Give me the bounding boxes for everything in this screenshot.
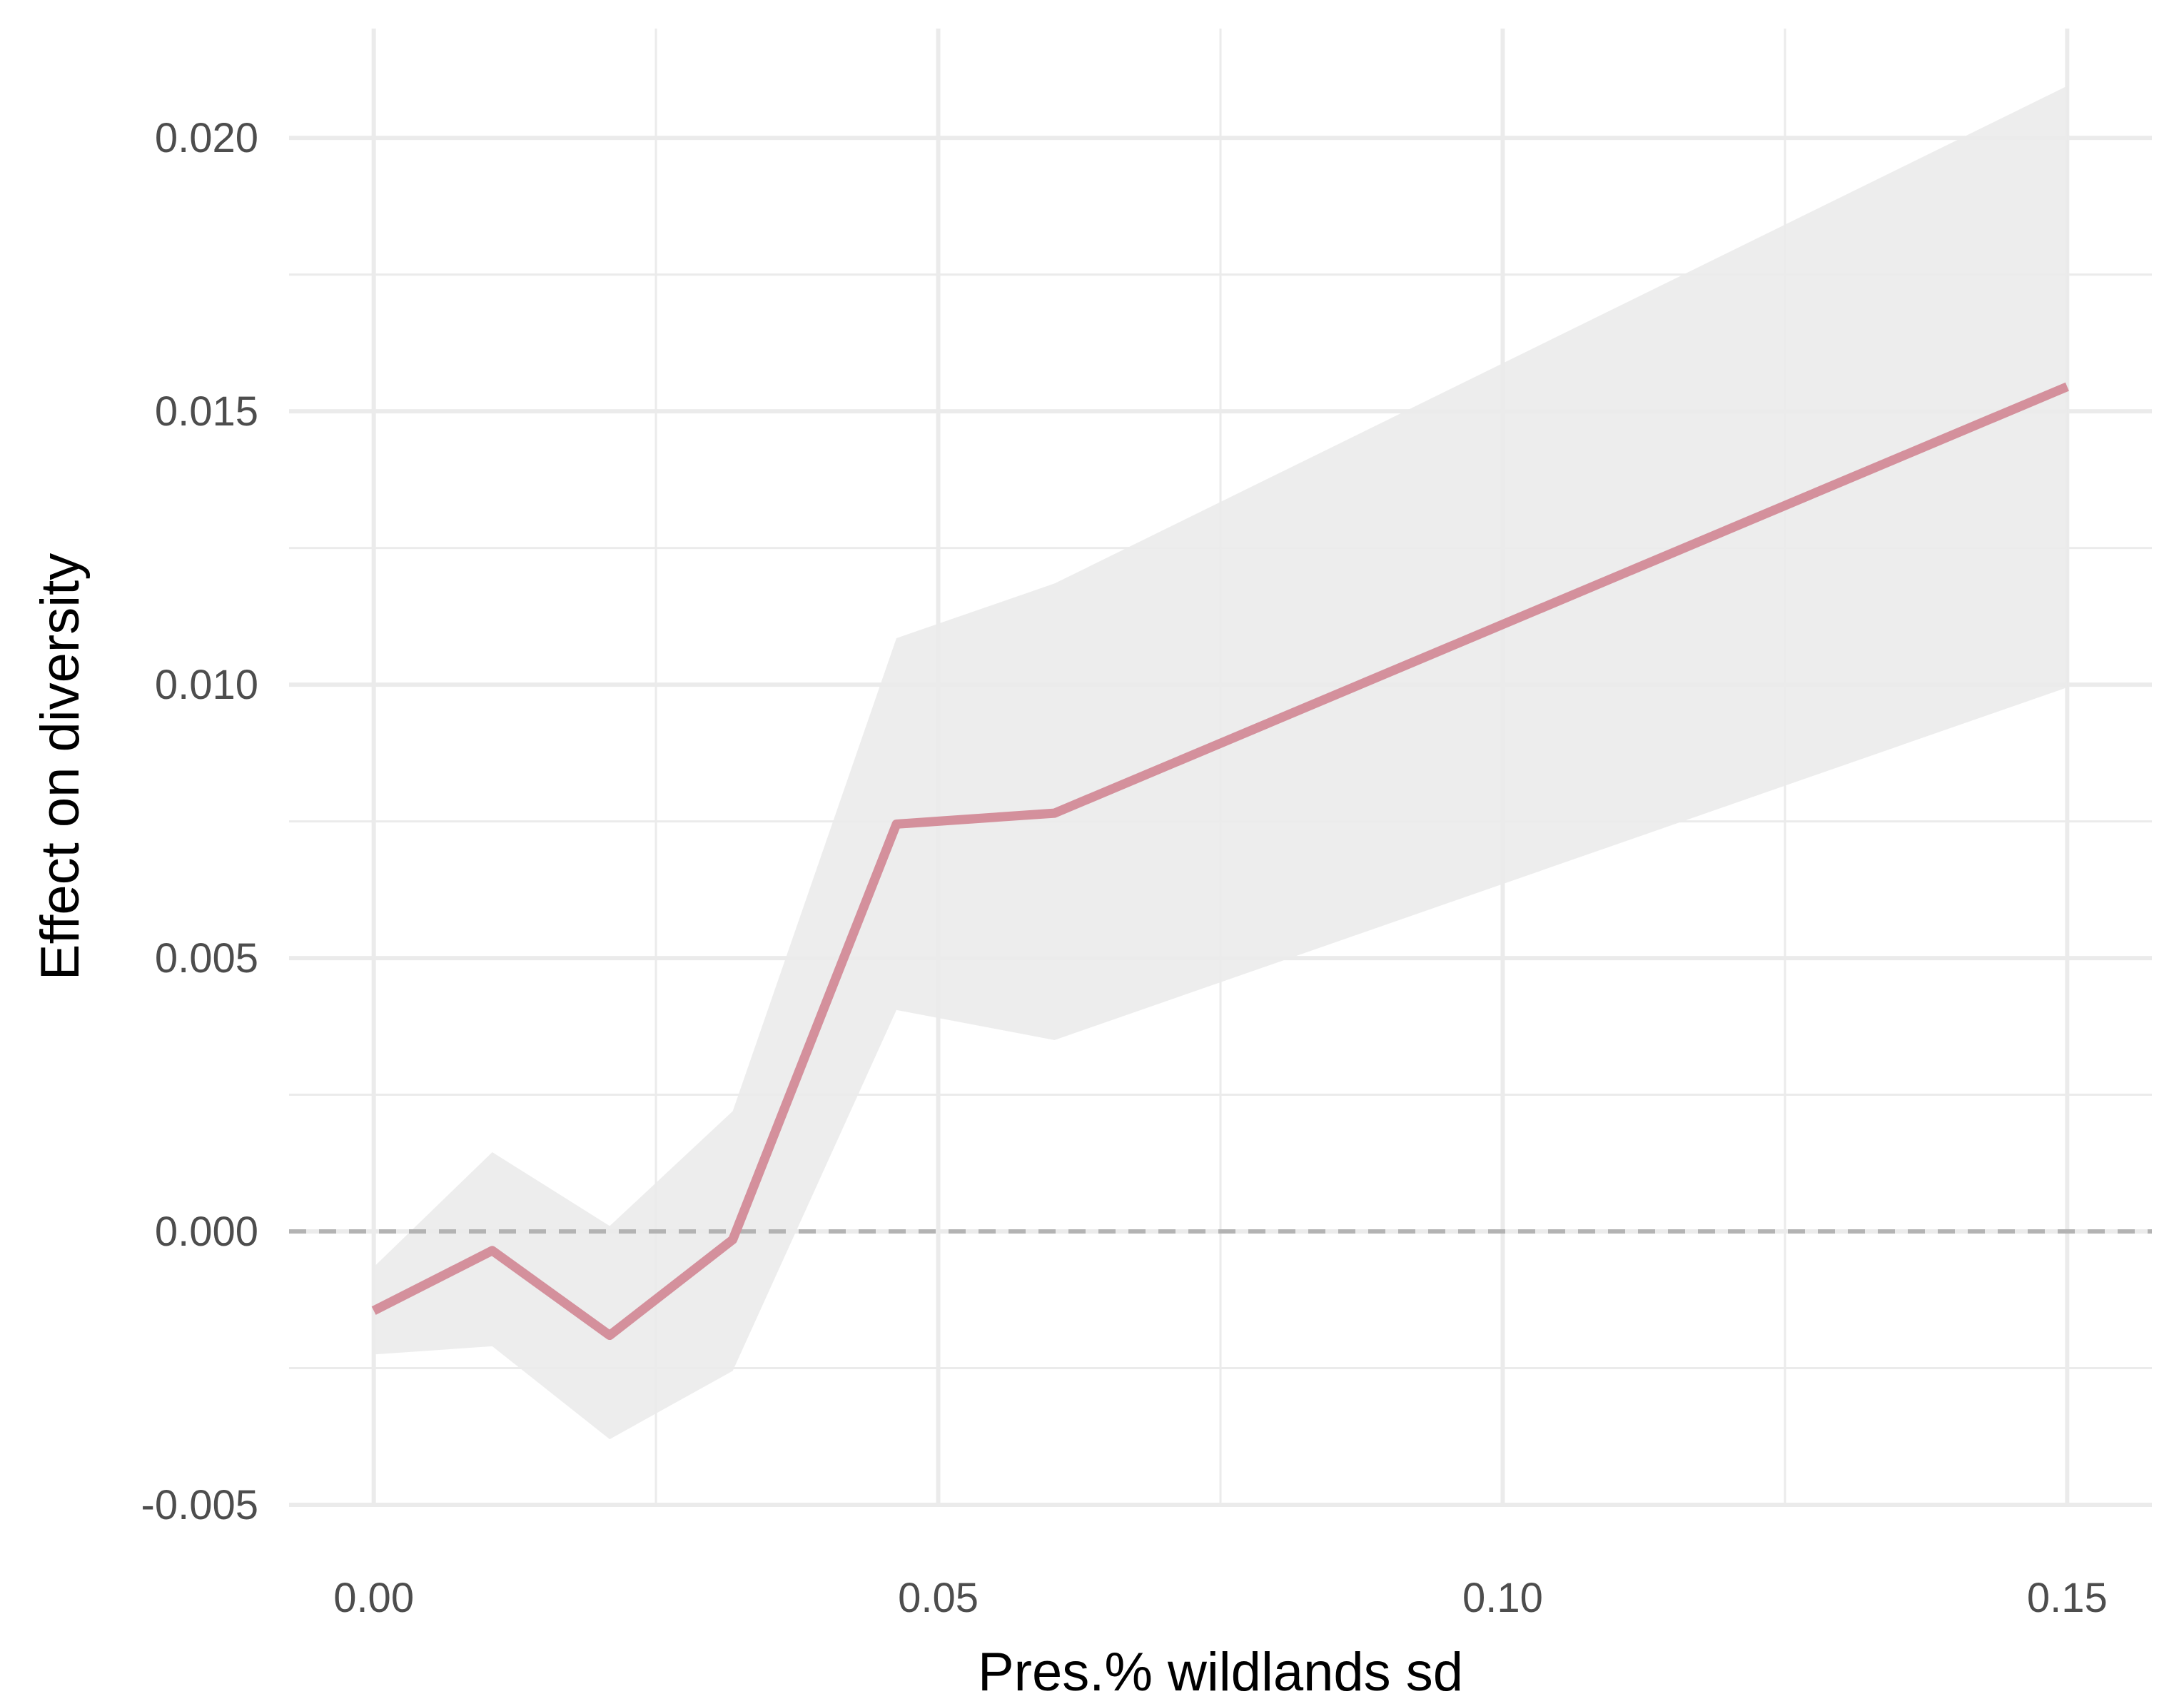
y-tick-label: 0.010 — [155, 662, 258, 708]
y-tick-label: 0.015 — [155, 388, 258, 435]
confidence-band — [373, 86, 2068, 1440]
x-tick-label: 0.10 — [1462, 1575, 1543, 1621]
x-axis-title: Pres.% wildlands sd — [978, 1642, 1463, 1699]
x-tick-labels: 0.00 0.05 0.10 0.15 — [333, 1575, 2108, 1621]
y-tick-labels: -0.005 0.000 0.005 0.010 0.015 0.020 — [141, 115, 258, 1528]
y-tick-label: 0.020 — [155, 115, 258, 161]
series-layer — [371, 382, 2069, 1341]
x-tick-label: 0.05 — [898, 1575, 979, 1621]
y-axis-title: Effect on diversity — [30, 553, 91, 980]
effect-line — [371, 382, 2069, 1341]
x-tick-label: 0.00 — [333, 1575, 414, 1621]
confidence-band-layer — [373, 86, 2068, 1440]
x-tick-label: 0.15 — [2027, 1575, 2108, 1621]
y-tick-label: 0.000 — [155, 1209, 258, 1255]
y-tick-label: 0.005 — [155, 935, 258, 982]
y-tick-label: -0.005 — [141, 1482, 258, 1528]
